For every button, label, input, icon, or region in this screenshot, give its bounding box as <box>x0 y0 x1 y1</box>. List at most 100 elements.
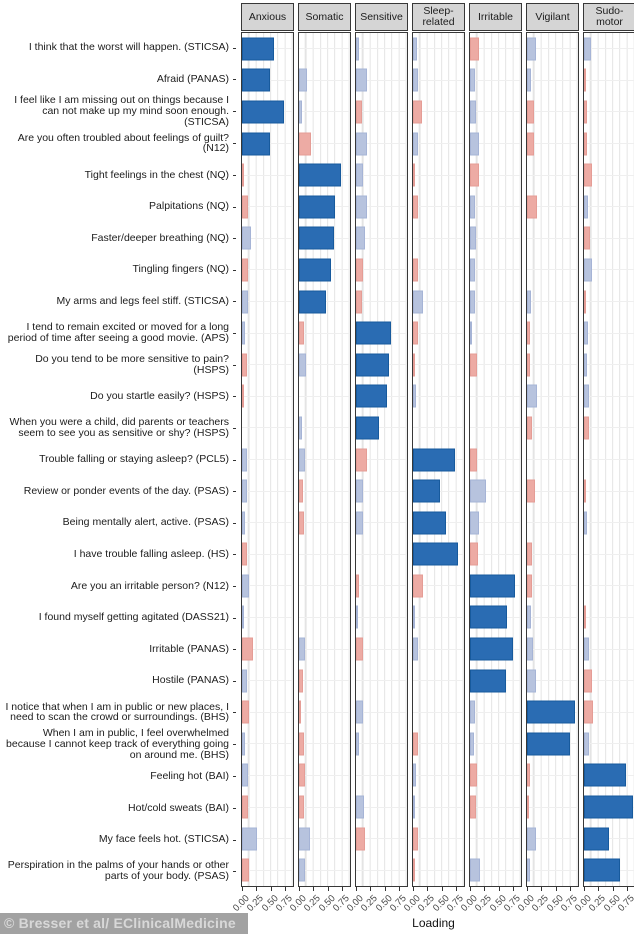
watermark: © Bresser et al/ EClinicalMedicine <box>0 913 248 934</box>
panel-cell <box>299 285 350 318</box>
panel-cell <box>356 633 407 665</box>
facet-panel-anxious <box>241 32 294 887</box>
loading-bar <box>584 416 590 440</box>
panel-cell <box>584 506 634 539</box>
panel-cell <box>584 854 634 887</box>
panel-cell <box>584 728 634 760</box>
panel-cell <box>413 506 464 539</box>
item-label-row: Perspiration in the palms of your hands … <box>1 855 237 887</box>
loading-bar <box>356 100 362 124</box>
x-axis-irritable: 0.00 0.25 0.50 0.75 <box>459 887 523 919</box>
loading-bar <box>470 732 474 756</box>
panel-cell <box>299 570 350 602</box>
x-axis-tick <box>313 887 315 891</box>
x-axis-tick <box>527 887 528 891</box>
loading-bar <box>413 795 415 819</box>
loading-bar <box>584 100 588 124</box>
panel-cell <box>299 854 350 887</box>
panel-cell <box>584 475 634 507</box>
x-axis-tick <box>256 887 258 891</box>
panel-cell <box>356 380 407 413</box>
loading-bar <box>242 700 249 724</box>
panel-cell <box>242 728 293 760</box>
loading-bar <box>584 384 589 408</box>
item-label: My face feels hot. (STICSA) <box>98 833 229 846</box>
loading-bar <box>356 226 365 250</box>
panel-cell <box>242 854 293 887</box>
panel-cell <box>584 696 634 729</box>
item-label: Hostile (PANAS) <box>152 674 229 687</box>
x-axis-tick <box>498 887 500 891</box>
loading-bar <box>356 827 366 851</box>
x-axis-tick <box>484 887 486 891</box>
loading-bar <box>242 132 271 156</box>
loading-bar <box>356 605 358 629</box>
item-label: Perspiration in the palms of your hands … <box>7 859 229 883</box>
x-axis-tick <box>569 887 571 891</box>
item-label-row: Are you an irritable person? (N12) <box>1 570 237 602</box>
loading-bar <box>242 290 249 314</box>
panel-cell <box>242 380 293 413</box>
panel-cell <box>584 601 634 634</box>
loading-bar <box>527 479 535 503</box>
panel-cell <box>242 601 293 634</box>
loading-bar <box>584 700 593 724</box>
loading-bar <box>470 321 472 345</box>
loading-bar <box>584 353 588 377</box>
loading-bar <box>584 290 586 314</box>
loading-bar <box>584 827 609 851</box>
x-axis-tick <box>584 887 585 891</box>
loading-bar <box>356 195 367 219</box>
facet-strip-sudo-motor: Sudo-motor <box>583 3 634 31</box>
loading-bar <box>527 100 535 124</box>
panel-cell <box>413 33 464 65</box>
panel-cell <box>584 633 634 665</box>
panel-cell <box>470 412 521 444</box>
panel-cell <box>584 190 634 223</box>
loading-bar <box>413 353 416 377</box>
panel-cell <box>527 664 578 697</box>
x-axis-tick <box>512 887 514 891</box>
loading-bar <box>527 669 537 693</box>
panel-cell <box>356 854 407 887</box>
panel-cell <box>299 443 350 476</box>
item-label-row: Review or ponder events of the day. (PSA… <box>1 475 237 507</box>
panel-cell <box>584 380 634 413</box>
item-label-row: I feel like I am missing out on things b… <box>1 95 237 127</box>
panel-cell <box>527 190 578 223</box>
y-axis-tick <box>233 712 236 714</box>
panel-cell <box>299 222 350 255</box>
loading-bar <box>413 511 447 535</box>
panel-cell <box>413 570 464 602</box>
panel-cell <box>242 570 293 602</box>
loading-bar <box>527 68 531 92</box>
y-axis-tick <box>233 333 236 335</box>
panel-cell <box>299 190 350 223</box>
panel-cell <box>413 190 464 223</box>
loading-bar <box>527 700 576 724</box>
panel-cell <box>470 254 521 286</box>
loading-bar <box>356 37 360 61</box>
loading-bar <box>470 100 476 124</box>
y-axis-tick <box>233 871 236 873</box>
x-axis-tick <box>598 887 600 891</box>
x-axis-tick <box>470 887 471 891</box>
panel-cell <box>527 96 578 128</box>
y-axis-tick <box>233 522 236 524</box>
loading-bar <box>413 479 440 503</box>
loading-bar <box>527 542 532 566</box>
facet-strip-sensitive: Sensitive <box>355 3 408 31</box>
x-axis-sudo-motor: 0.00 0.25 0.50 0.75 <box>573 887 634 919</box>
y-axis-tick <box>233 617 236 619</box>
loading-bar <box>413 195 418 219</box>
panel-cell <box>242 222 293 255</box>
item-label: Are you often troubled about feelings of… <box>17 131 229 155</box>
panel-cell <box>584 159 634 191</box>
loading-bar <box>470 511 480 535</box>
item-label-row: Are you often troubled about feelings of… <box>1 128 237 160</box>
item-label-row: I found myself getting agitated (DASS21) <box>1 602 237 634</box>
item-label-row: Trouble falling or staying asleep? (PCL5… <box>1 444 237 476</box>
facet-panel-somatic <box>298 32 351 887</box>
panel-cell <box>527 728 578 760</box>
panel-cell <box>413 475 464 507</box>
